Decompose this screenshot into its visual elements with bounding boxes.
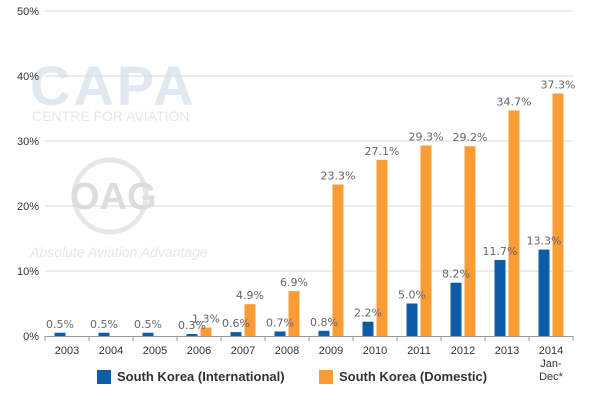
bar-domestic bbox=[288, 291, 300, 336]
bar-international bbox=[450, 282, 462, 336]
data-label-domestic: 23.3% bbox=[321, 170, 356, 183]
bar-domestic bbox=[508, 110, 520, 336]
x-tick-label: 2013 bbox=[495, 345, 519, 357]
legend-swatch-domestic bbox=[319, 370, 333, 384]
bar-domestic bbox=[420, 145, 432, 336]
legend-label-international: South Korea (International) bbox=[117, 369, 285, 384]
bar-international bbox=[230, 332, 242, 336]
data-label-international: 0.3% bbox=[178, 319, 206, 332]
x-axis: 2003 2004 2005 2006 2007 2008 2009 2010 2011 2012… bbox=[44, 336, 574, 383]
y-tick-label: 40% bbox=[17, 71, 39, 83]
x-tick-label: Dec* bbox=[539, 371, 564, 383]
data-label-domestic: 27.1% bbox=[365, 145, 400, 158]
bar-domestic bbox=[464, 146, 476, 336]
bar-international bbox=[274, 331, 286, 336]
data-label-international: 0.6% bbox=[222, 317, 250, 330]
bar-international bbox=[538, 249, 550, 336]
data-label-international: 8.2% bbox=[442, 268, 470, 281]
bar-international bbox=[186, 334, 198, 336]
oag-tagline: Absolute Aviation Advantage bbox=[29, 244, 208, 260]
y-tick-label: 20% bbox=[17, 201, 39, 213]
y-axis: 0% 10% 20% 30% 40% 50% bbox=[17, 6, 39, 343]
data-label-international: 0.7% bbox=[266, 316, 294, 329]
bar-international bbox=[318, 330, 330, 336]
data-label-international: 0.5% bbox=[46, 318, 74, 331]
y-tick-label: 10% bbox=[17, 266, 39, 278]
data-label-domestic: 1.3% bbox=[192, 313, 220, 326]
x-tick-label: Jan- bbox=[540, 358, 562, 370]
bar-international bbox=[54, 332, 66, 336]
bar-domestic bbox=[332, 184, 344, 336]
data-label-domestic: 29.2% bbox=[453, 131, 488, 144]
data-label-domestic: 4.9% bbox=[236, 289, 264, 302]
bars bbox=[54, 93, 564, 336]
data-label-domestic: 34.7% bbox=[497, 95, 532, 108]
data-label-international: 0.8% bbox=[310, 316, 338, 329]
x-tick-label: 2014 bbox=[539, 345, 563, 357]
capa-tagline: CENTRE FOR AVIATION bbox=[32, 108, 189, 124]
data-label-domestic: 6.9% bbox=[280, 276, 308, 289]
data-label-international: 11.7% bbox=[483, 245, 518, 258]
legend-swatch-international bbox=[97, 370, 111, 384]
x-tick-label: 2010 bbox=[363, 345, 387, 357]
capa-logo-text: CAPA bbox=[30, 54, 197, 117]
x-tick-label: 2008 bbox=[275, 345, 299, 357]
bar-domestic bbox=[200, 327, 212, 336]
bar-domestic bbox=[376, 159, 388, 336]
x-tick-label: 2011 bbox=[407, 345, 431, 357]
bar-domestic bbox=[552, 93, 564, 336]
bar-international bbox=[494, 259, 506, 336]
legend-label-domestic: South Korea (Domestic) bbox=[339, 369, 487, 384]
capa-watermark: CAPA CENTRE FOR AVIATION bbox=[30, 54, 197, 124]
data-label-international: 5.0% bbox=[398, 289, 426, 302]
bar-international bbox=[406, 303, 418, 336]
x-tick-label: 2006 bbox=[187, 345, 211, 357]
data-label-international: 0.5% bbox=[134, 318, 162, 331]
data-label-international: 2.2% bbox=[354, 307, 382, 320]
bar-international bbox=[142, 332, 154, 336]
y-tick-label: 0% bbox=[23, 331, 39, 343]
x-tick-label: 2009 bbox=[319, 345, 343, 357]
data-labels: 0.5% 0.5% 0.5% 0.3% 0.6% 0.7% 0.8% 2.2% 5.0% 8.2%… bbox=[46, 79, 575, 332]
y-tick-label: 30% bbox=[17, 136, 39, 148]
oag-watermark: OAG Absolute Aviation Advantage bbox=[29, 157, 208, 260]
y-tick-label: 50% bbox=[17, 6, 39, 18]
oag-swirl-icon bbox=[71, 157, 149, 235]
data-label-domestic: 37.3% bbox=[541, 79, 576, 92]
bar-international bbox=[98, 332, 110, 336]
bar-domestic bbox=[244, 304, 256, 336]
x-tick-label: 2003 bbox=[55, 345, 79, 357]
gridlines bbox=[45, 10, 573, 272]
oag-logo-text: OAG bbox=[70, 176, 157, 218]
data-label-international: 0.5% bbox=[90, 318, 118, 331]
legend: South Korea (International) South Korea … bbox=[97, 369, 487, 384]
data-label-domestic: 29.3% bbox=[409, 131, 444, 144]
x-tick-label: 2007 bbox=[231, 345, 255, 357]
x-tick-label: 2012 bbox=[451, 345, 475, 357]
bar-international bbox=[362, 321, 374, 336]
x-tick-label: 2004 bbox=[99, 345, 123, 357]
data-label-international: 13.3% bbox=[527, 235, 562, 248]
x-tick-label: 2005 bbox=[143, 345, 167, 357]
